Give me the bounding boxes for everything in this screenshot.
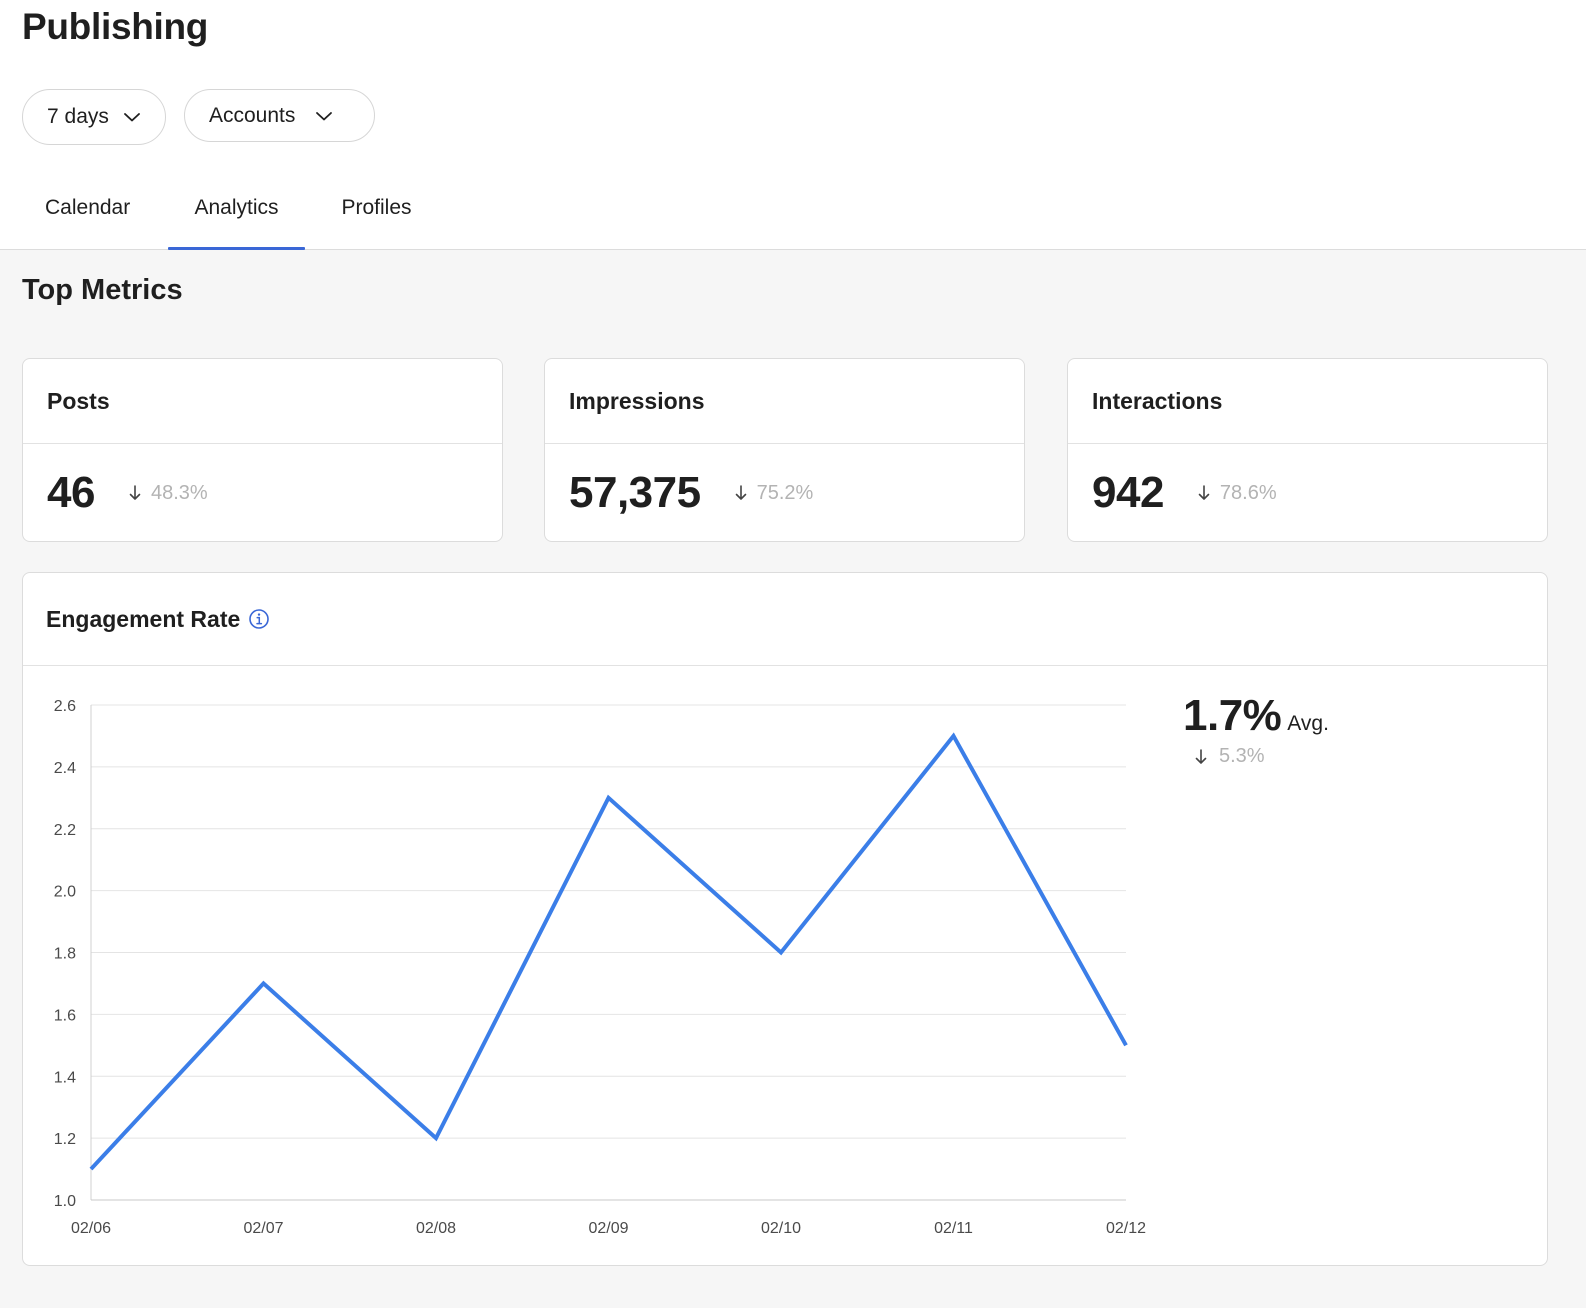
metric-value: 46 <box>47 468 95 517</box>
section-title: Top Metrics <box>22 274 183 306</box>
engagement-rate-header: Engagement Rate <box>23 573 1547 666</box>
y-tick-label: 2.6 <box>54 698 76 715</box>
metric-delta: 75.2% <box>735 481 814 505</box>
tab-profiles[interactable]: Profiles <box>341 196 412 219</box>
filter-bar: 7 days Accounts <box>22 89 375 145</box>
metric-label: Impressions <box>545 359 1024 444</box>
metric-label: Interactions <box>1068 359 1547 444</box>
engagement-average: 1.7% Avg. 5.3% <box>1183 691 1329 768</box>
arrow-down-icon <box>129 485 141 501</box>
tab-analytics[interactable]: Analytics <box>168 168 305 250</box>
avg-delta: 5.3% <box>1195 745 1329 768</box>
metric-value: 942 <box>1092 468 1164 517</box>
x-tick-label: 02/09 <box>588 1220 628 1237</box>
y-tick-label: 2.4 <box>54 760 76 777</box>
avg-label: Avg. <box>1287 712 1329 735</box>
engagement-line-chart: 1.0 1.2 1.4 1.6 1.8 2.0 2.2 2.4 2.6 02/06 02/07 02/… <box>54 698 1146 1237</box>
x-tick-label: 02/07 <box>243 1220 283 1237</box>
metric-delta-value: 75.2% <box>756 481 814 504</box>
arrow-down-icon <box>1198 485 1210 501</box>
metric-label: Posts <box>23 359 502 444</box>
y-tick-label: 2.2 <box>54 822 76 839</box>
date-range-dropdown[interactable]: 7 days <box>22 89 166 145</box>
x-tick-label: 02/06 <box>71 1220 111 1237</box>
arrow-down-icon <box>735 485 747 501</box>
y-tick-label: 1.2 <box>54 1131 76 1148</box>
metric-card-interactions: Interactions 942 78.6% <box>1067 358 1548 542</box>
metric-card-posts: Posts 46 48.3% <box>22 358 503 542</box>
publishing-header: Publishing 7 days Accounts Calendar Anal… <box>0 0 1586 250</box>
x-tick-label: 02/10 <box>761 1220 801 1237</box>
x-tick-label: 02/12 <box>1106 1220 1146 1237</box>
y-tick-label: 1.4 <box>54 1069 76 1086</box>
y-tick-label: 2.0 <box>54 884 76 901</box>
tab-calendar[interactable]: Calendar <box>45 196 131 219</box>
x-tick-label: 02/11 <box>934 1220 973 1237</box>
accounts-dropdown[interactable]: Accounts <box>184 89 375 142</box>
avg-delta-value: 5.3% <box>1219 745 1265 767</box>
engagement-rate-title: Engagement Rate <box>46 605 241 632</box>
date-range-label: 7 days <box>47 105 109 128</box>
arrow-down-icon <box>1195 748 1207 765</box>
accounts-label: Accounts <box>209 103 296 127</box>
metric-card-impressions: Impressions 57,375 75.2% <box>544 358 1025 542</box>
metric-delta-value: 78.6% <box>1219 481 1277 504</box>
avg-value: 1.7% <box>1183 691 1282 740</box>
y-tick-label: 1.6 <box>54 1007 76 1024</box>
metric-value: 57,375 <box>569 468 701 517</box>
y-tick-label: 1.0 <box>54 1193 76 1210</box>
x-tick-label: 02/08 <box>416 1220 456 1237</box>
metric-delta: 78.6% <box>1198 482 1277 505</box>
engagement-rate-card: Engagement Rate 1.0 1.2 1.4 1.6 1.8 2.0 2.2 2.4… <box>22 572 1548 1266</box>
metric-delta: 48.3% <box>129 482 208 505</box>
chevron-down-icon <box>123 111 141 123</box>
y-tick-label: 1.8 <box>54 946 76 963</box>
tab-bar: Calendar Analytics Profiles <box>22 168 448 250</box>
info-icon[interactable] <box>248 608 270 630</box>
chevron-down-icon <box>315 110 333 122</box>
metric-delta-value: 48.3% <box>150 481 208 504</box>
page-title: Publishing <box>22 6 209 47</box>
